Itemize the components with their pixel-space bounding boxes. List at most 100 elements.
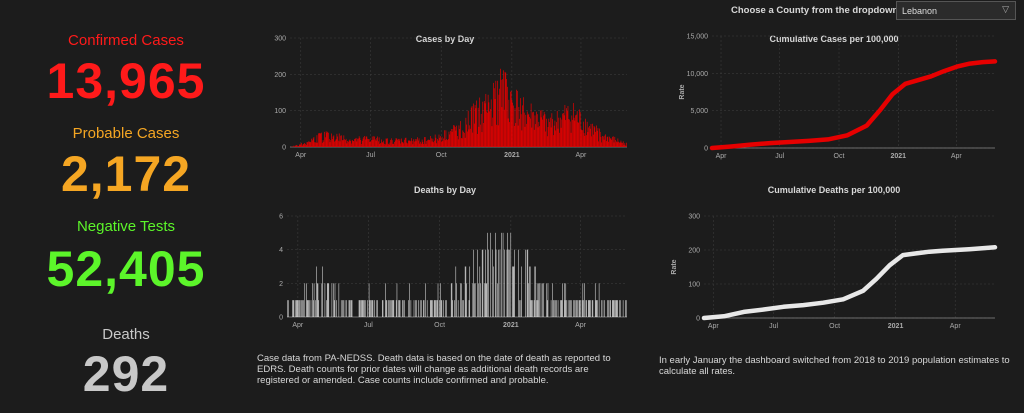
bar [301, 142, 302, 147]
bar [302, 145, 303, 147]
bar [328, 132, 329, 147]
bar [461, 138, 463, 147]
bar [608, 300, 609, 317]
bar [491, 249, 493, 317]
bar [518, 107, 520, 147]
bar [452, 300, 453, 317]
bar [419, 300, 421, 317]
bar [511, 99, 513, 147]
bar [466, 283, 467, 317]
bar [310, 142, 312, 147]
bar [365, 136, 367, 147]
bar [466, 124, 467, 147]
bar [341, 135, 342, 147]
bar [514, 249, 515, 317]
bar [409, 283, 410, 317]
y-tick-label: 200 [274, 72, 286, 79]
bar [624, 143, 626, 147]
bar [456, 125, 458, 147]
bar [351, 143, 352, 147]
bar [460, 121, 461, 147]
bar [415, 141, 417, 147]
county-select[interactable]: Lebanon ▽ [896, 1, 1016, 20]
bar [526, 249, 528, 317]
bar [612, 300, 613, 317]
bar [388, 300, 390, 317]
bar [465, 117, 467, 147]
bar [604, 300, 605, 317]
bar [590, 123, 592, 147]
bar [424, 137, 426, 147]
bar [435, 300, 436, 317]
bar [306, 142, 308, 147]
bar [396, 138, 398, 147]
bar [347, 140, 348, 147]
bar [543, 111, 545, 147]
bar [550, 127, 552, 147]
bar [573, 117, 575, 147]
bar [464, 137, 466, 147]
bar [350, 300, 351, 317]
y-tick-label: 4 [279, 247, 283, 254]
bar [567, 300, 569, 317]
confirmed-cases-label: Confirmed Cases [68, 32, 184, 49]
bar [512, 266, 514, 317]
bar [398, 140, 400, 147]
bar [473, 103, 474, 147]
bar [309, 141, 311, 147]
bar [618, 300, 620, 317]
bar [579, 300, 580, 317]
bar [468, 129, 470, 147]
bar [434, 134, 436, 147]
bar [437, 283, 439, 317]
y-tick-label: 6 [279, 214, 283, 221]
bar [619, 142, 621, 147]
bar [327, 131, 329, 147]
bar [497, 125, 499, 147]
bar [385, 300, 387, 317]
bar [444, 140, 446, 147]
bar [440, 300, 442, 317]
bar [296, 300, 297, 317]
bar [552, 283, 553, 317]
bar [503, 70, 504, 147]
bar [323, 141, 325, 147]
bar [602, 136, 603, 147]
population-estimate-note: In early January the dashboard switched … [659, 355, 1010, 377]
y-tick-label: 0 [696, 316, 700, 323]
x-tick-label: Apr [292, 322, 304, 329]
bar [401, 142, 403, 147]
bar [399, 300, 401, 317]
x-tick-label: Apr [716, 153, 728, 160]
bar [458, 125, 460, 147]
bar [372, 139, 374, 147]
bar [577, 300, 578, 317]
bar [309, 300, 310, 317]
bar [307, 142, 309, 147]
bar [463, 132, 465, 147]
bar [397, 138, 399, 147]
x-tick-label: Oct [436, 152, 447, 159]
bar [433, 142, 434, 147]
bar [476, 100, 477, 147]
bar [407, 143, 408, 147]
bar [594, 127, 596, 147]
data-source-note: Case data from PA-NEDSS. Death data is b… [257, 353, 611, 386]
bar [302, 300, 303, 317]
bar [514, 108, 516, 147]
bar [485, 283, 487, 317]
bar [411, 140, 413, 147]
bar [551, 113, 553, 147]
cumulative-cases-chart: Cumulative Cases per 100,000 0 5,000 10,000… [679, 34, 998, 160]
bar [528, 283, 529, 317]
bar [410, 300, 412, 317]
bar [331, 139, 333, 147]
bar [592, 134, 594, 147]
bar [477, 133, 478, 147]
bar [450, 131, 451, 147]
bar [490, 109, 491, 147]
bar [599, 128, 600, 147]
bar [288, 300, 289, 317]
county-select-value: Lebanon [902, 6, 938, 16]
bar [373, 136, 375, 147]
